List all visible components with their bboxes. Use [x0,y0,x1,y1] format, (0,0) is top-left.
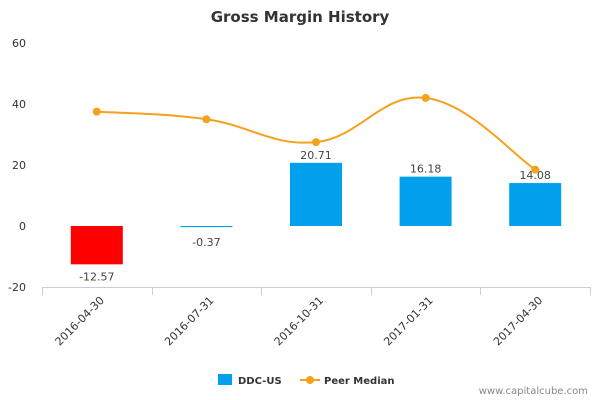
bar-2016-07-31 [180,226,233,228]
bar-value-label: 20.71 [300,149,332,162]
y-tick-label: -20 [8,281,26,294]
y-tick-label: 20 [12,159,26,172]
legend-ddc-us-swatch [218,374,232,385]
bar-value-label: 16.18 [410,163,442,176]
bar-2016-10-31 [290,162,342,226]
peer-median-point [421,93,430,102]
bar-2016-04-30 [70,226,123,265]
y-tick-label: 40 [12,98,26,111]
credit-text: www.capitalcube.com [479,386,588,397]
bar-value-label: -0.37 [192,236,220,249]
peer-median-point [531,165,540,174]
bar-value-label: 14.08 [519,169,551,182]
y-tick-label: 0 [19,220,26,233]
bar-2017-04-30 [509,183,562,226]
bar-value-label: -12.57 [79,270,114,283]
x-tick-label: 2017-04-30 [491,294,545,348]
x-tick-label: 2017-01-31 [381,294,435,348]
x-tick-label: 2016-04-30 [53,294,107,348]
peer-median-series [92,93,540,174]
bar-value-labels: -12.57 -0.37 20.71 16.18 14.08 [79,149,551,284]
peer-median-point [92,107,101,116]
y-axis: 60 40 20 0 -20 [8,37,26,294]
x-tick-label: 2016-10-31 [272,294,326,348]
legend-peer-median-label: Peer Median [324,376,395,387]
chart-title: Gross Margin History [211,8,390,26]
legend: DDC-US Peer Median [218,374,395,387]
x-axis: 2016-04-30 2016-07-31 2016-10-31 2017-01-31… [42,287,591,348]
y-tick-label: 60 [12,37,26,50]
peer-median-point [312,138,320,147]
bar-2017-01-31 [399,176,452,226]
x-tick-label: 2016-07-31 [162,294,216,348]
legend-ddc-us-label: DDC-US [238,376,282,387]
peer-median-point [202,115,211,124]
ddc-us-bars [70,162,562,265]
legend-peer-median-marker [306,376,314,384]
